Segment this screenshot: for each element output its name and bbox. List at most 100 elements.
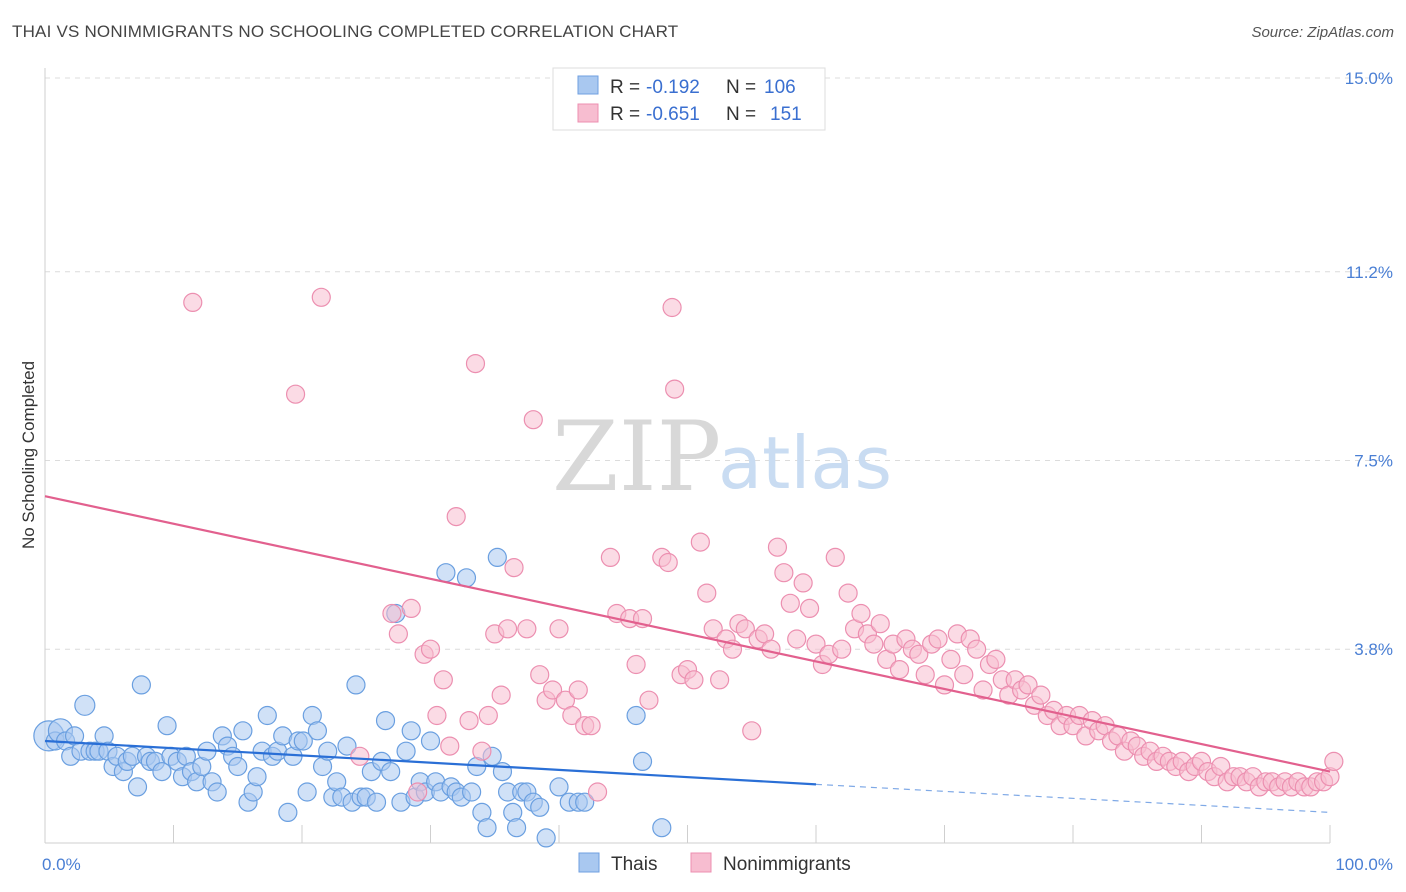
y-tick-label: 11.2%	[1346, 263, 1393, 282]
nonimmigrants-point	[870, 614, 890, 634]
thais-point	[487, 547, 507, 568]
x-tick-label: 100.0%	[1335, 855, 1393, 874]
nonimmigrants-point	[954, 665, 974, 685]
scatter-points	[33, 287, 1344, 848]
legend-r-label: R =	[610, 104, 640, 125]
thais-point	[375, 710, 396, 731]
thais-point	[346, 675, 366, 695]
nonimmigrants-point	[761, 639, 781, 659]
nonimmigrants-point	[909, 644, 929, 664]
nonimmigrants-point	[767, 537, 788, 557]
nonimmigrants-point	[401, 598, 421, 619]
nonimmigrants-point	[311, 287, 331, 307]
nonimmigrants-point	[465, 354, 486, 374]
tick-labels: 15.0% 11.2% 7.5% 3.8% 0.0% 100.0%	[42, 69, 1393, 874]
nonimmigrants-point	[1324, 751, 1344, 772]
thais-point	[381, 761, 401, 782]
nonimmigrants-point	[973, 680, 993, 700]
legend-n-label: N =	[726, 77, 756, 98]
nonimmigrants-point	[735, 619, 755, 639]
nonimmigrants-point	[864, 634, 884, 654]
thais-point	[632, 751, 653, 772]
thais-trend-line	[44, 739, 817, 786]
thais-point	[127, 777, 148, 797]
thais-point	[207, 782, 227, 802]
thais-point	[228, 756, 248, 777]
nonimmigrants-point	[530, 665, 550, 685]
thais-point	[157, 716, 177, 736]
nonimmigrants-point	[478, 705, 498, 726]
nonimmigrants-point	[388, 624, 408, 644]
nonimmigrants-point	[504, 557, 524, 578]
legend-n-label: N =	[726, 104, 756, 125]
nonimmigrants-point	[799, 598, 820, 619]
legend-r-value: -0.651	[646, 104, 700, 125]
x-tick-label: 0.0%	[42, 855, 81, 874]
nonimmigrants-point	[684, 670, 704, 690]
nonimmigrants-point	[542, 680, 563, 700]
nonimmigrants-point	[941, 649, 961, 670]
thais-point	[247, 767, 267, 787]
nonimmigrants-point	[787, 629, 807, 649]
nonimmigrants-point	[183, 292, 203, 312]
nonimmigrants-point	[427, 705, 447, 726]
nonimmigrants-point	[639, 690, 659, 710]
nonimmigrants-trend-line	[44, 495, 1331, 773]
nonimmigrants-point	[498, 619, 518, 639]
legend-n-value: 106	[764, 77, 796, 98]
nonimmigrants-point	[285, 384, 306, 404]
thais-point	[530, 797, 550, 817]
legend-swatch-thais	[577, 75, 599, 95]
nonimmigrants-point	[838, 583, 858, 603]
thais-trend-extension	[815, 783, 1331, 813]
legend-r-value: -0.192	[646, 77, 700, 98]
source-label: Source: ZipAtlas.com	[1251, 24, 1394, 41]
nonimmigrants-point	[710, 670, 730, 690]
thais-point	[549, 777, 569, 797]
nonimmigrants-point	[562, 705, 582, 726]
legend-n-value: 151	[770, 104, 802, 125]
watermark-zip: ZIP	[552, 401, 721, 513]
nonimmigrants-point	[742, 721, 762, 741]
watermark-atlas: atlas	[718, 421, 892, 505]
nonimmigrants-point	[440, 736, 460, 756]
axes	[44, 68, 1331, 844]
bottom-legend-swatch-thais	[578, 852, 600, 873]
y-tick-label: 7.5%	[1354, 452, 1393, 471]
nonimmigrants-point	[549, 619, 569, 639]
bottom-legend: Thais Nonimmigrants	[578, 852, 851, 875]
thais-point	[74, 694, 96, 716]
watermark: ZIP atlas	[552, 401, 892, 513]
thais-point	[420, 731, 441, 751]
nonimmigrants-point	[568, 680, 588, 700]
nonimmigrants-point	[806, 634, 826, 654]
bottom-legend-swatch-nonimmigrants	[690, 852, 712, 873]
thais-point	[131, 675, 151, 695]
thais-point	[401, 721, 421, 741]
nonimmigrants-point	[581, 716, 601, 736]
legend-r-label: R =	[610, 77, 640, 98]
nonimmigrants-point	[446, 506, 466, 527]
thais-point	[396, 741, 416, 761]
nonimmigrants-point	[967, 639, 987, 659]
nonimmigrants-point	[626, 654, 646, 675]
legend: R = -0.192 N = 106 R = -0.651 N = 151	[552, 67, 826, 131]
thais-point	[278, 802, 298, 823]
nonimmigrants-point	[491, 685, 511, 705]
nonimmigrants-point	[587, 782, 608, 802]
bottom-legend-label-nonimmigrants: Nonimmigrants	[723, 854, 851, 875]
y-axis-label: No Schooling Completed	[19, 361, 38, 549]
thais-point	[152, 761, 172, 782]
trend-lines	[44, 495, 1331, 813]
nonimmigrants-point	[1031, 685, 1051, 705]
thais-point	[307, 721, 328, 741]
thais-point	[293, 731, 313, 751]
nonimmigrants-point	[408, 782, 428, 802]
nonimmigrants-point	[915, 665, 935, 685]
nonimmigrants-point	[517, 619, 537, 639]
nonimmigrants-point	[825, 547, 845, 568]
nonimmigrants-point	[703, 619, 723, 639]
thais-point	[462, 782, 482, 802]
thais-point	[436, 563, 456, 583]
